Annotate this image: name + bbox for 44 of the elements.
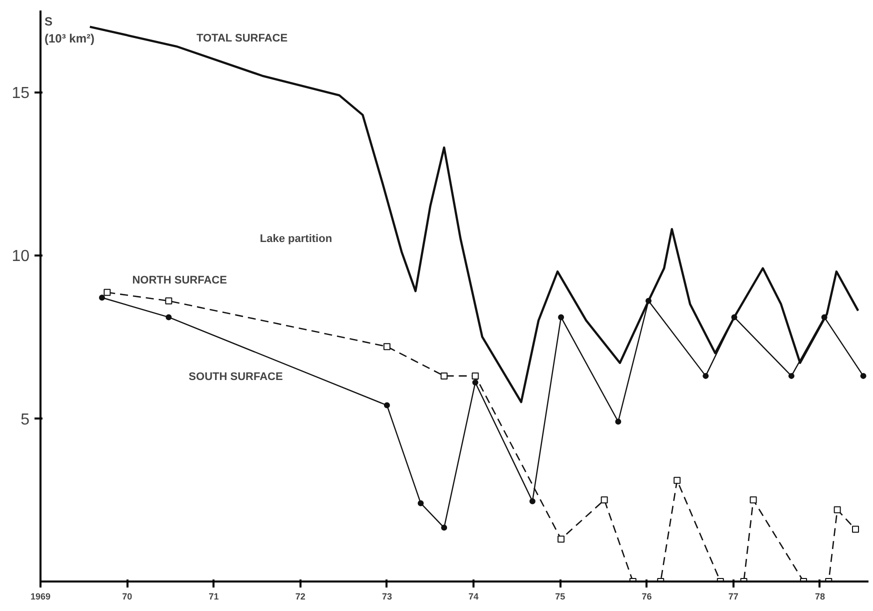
x-tick-label: 70: [122, 592, 132, 602]
point: [166, 314, 172, 320]
point: [558, 536, 565, 543]
y-tick-label: 10: [12, 248, 30, 266]
point: [441, 524, 448, 531]
point: [852, 526, 860, 533]
point: [750, 496, 757, 504]
point: [646, 298, 652, 304]
x-tick-label: 74: [468, 592, 479, 602]
point: [600, 496, 608, 504]
x-tick-label: 1969: [30, 592, 51, 602]
point: [702, 372, 709, 379]
point: [821, 314, 828, 320]
series-label: TOTAL SURFACE: [196, 32, 288, 44]
point: [98, 294, 105, 301]
point: [558, 314, 564, 320]
x-tick-label: 77: [728, 592, 738, 602]
series-label: NORTH SURFACE: [132, 274, 227, 286]
annotation: Lake partition: [260, 232, 332, 245]
x-tick-label: 78: [814, 592, 826, 602]
point: [418, 500, 424, 506]
x-tick-label: 71: [208, 592, 219, 602]
point: [860, 372, 866, 379]
series-label: SOUTH SURFACE: [188, 371, 283, 384]
point: [674, 476, 681, 484]
point: [384, 402, 390, 408]
x-tick-label: 72: [295, 592, 306, 602]
x-tick-label: 73: [382, 592, 392, 602]
x-tick-label: 75: [555, 592, 566, 602]
point: [788, 372, 794, 379]
point: [615, 418, 622, 425]
point: [472, 372, 479, 380]
point: [529, 498, 536, 504]
x-tick-label: 76: [642, 592, 652, 602]
point: [440, 372, 448, 380]
point: [104, 288, 111, 296]
y-tick-label: 5: [20, 411, 30, 428]
point: [472, 379, 478, 386]
y-tick-label: 15: [12, 85, 30, 102]
y-axis-title: S (10³ km²): [44, 14, 95, 46]
point: [383, 343, 390, 350]
point: [731, 314, 738, 320]
point: [165, 297, 172, 304]
point: [834, 506, 841, 514]
